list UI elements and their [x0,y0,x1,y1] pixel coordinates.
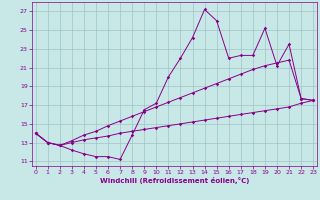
X-axis label: Windchill (Refroidissement éolien,°C): Windchill (Refroidissement éolien,°C) [100,177,249,184]
